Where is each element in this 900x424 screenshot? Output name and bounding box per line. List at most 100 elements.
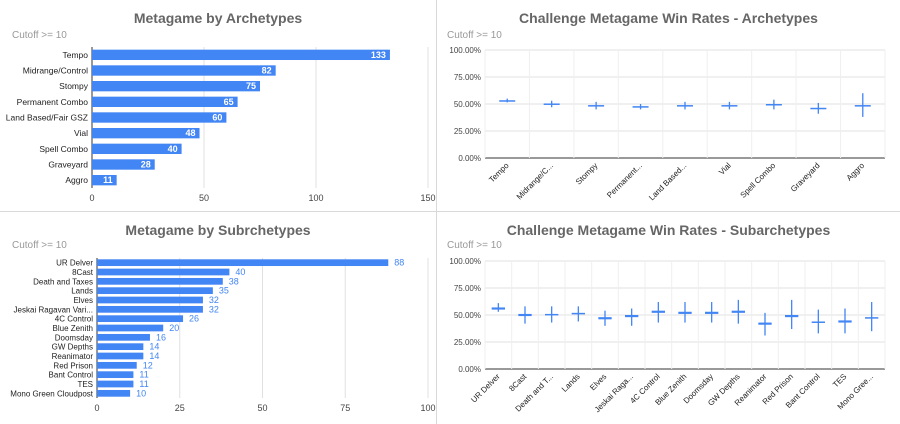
- data-label: 10: [136, 388, 146, 398]
- category-label: Vial: [717, 161, 733, 177]
- archetype-count-bar-chart: 0 50 100 150 Tempo 133 Midrange/Control 82 Stomp…: [6, 47, 436, 203]
- candle-box: [571, 312, 585, 315]
- data-label: 28: [141, 160, 151, 170]
- y-tick-label: 25.00%: [454, 338, 481, 347]
- category-label: Land Based...: [647, 161, 688, 202]
- data-label: 75: [246, 81, 256, 91]
- category-label: Permanent Combo: [17, 97, 89, 107]
- candle-box: [499, 100, 516, 102]
- bar: [97, 259, 389, 267]
- data-label: 88: [394, 258, 404, 268]
- data-label: 16: [156, 332, 166, 342]
- data-label: 11: [139, 379, 148, 389]
- category-label: Stompy: [574, 161, 600, 187]
- category-label: Blue Zenith: [53, 324, 93, 333]
- archetype-winrate-chart-panel: Challenge Metagame Win Rates - Archetype…: [437, 0, 900, 211]
- vertical-divider: [436, 0, 437, 424]
- archetype-winrate-candlestick-chart: 0.00% 25.00% 50.00% 75.00% 100.00% Tempo Midra…: [449, 46, 886, 202]
- bar: [97, 296, 203, 304]
- category-label: 8Cast: [507, 372, 529, 394]
- category-label: Land Based/Fair GSZ: [6, 113, 88, 123]
- y-tick-label: 50.00%: [454, 100, 481, 109]
- candle-box: [765, 104, 782, 106]
- data-label: 82: [262, 66, 272, 76]
- subarchetype-count-chart-panel: Metagame by Subrchetypes Cutoff >= 10 0 2…: [0, 212, 436, 424]
- category-label: Permanent...: [605, 161, 644, 200]
- chart-subtitle: Cutoff >= 10: [12, 240, 67, 251]
- chart-title: Metagame by Subrchetypes: [125, 222, 311, 238]
- data-label: 11: [103, 175, 113, 185]
- category-label: Tempo: [487, 161, 511, 185]
- category-label: Aggro: [845, 161, 867, 183]
- candle-box: [651, 310, 665, 313]
- y-tick-label: 0.00%: [458, 365, 481, 374]
- candle-box: [677, 105, 693, 107]
- subarchetype-winrate-chart-panel: Challenge Metagame Win Rates - Subarchet…: [437, 212, 900, 424]
- chart-title: Challenge Metagame Win Rates - Archetype…: [519, 10, 818, 26]
- category-label: Mono Green Cloudpost: [10, 389, 93, 398]
- bar: [92, 174, 117, 186]
- category-label: UR Delver: [56, 259, 93, 268]
- data-label: 65: [224, 97, 234, 107]
- chart-subtitle: Cutoff >= 10: [447, 240, 502, 251]
- bar: [97, 268, 230, 276]
- category-label: TES: [831, 372, 848, 389]
- category-label: 8Cast: [72, 268, 94, 277]
- candle-box: [632, 106, 649, 108]
- data-label: 60: [212, 113, 222, 123]
- category-label: Red Prison: [53, 361, 93, 370]
- data-label: 40: [235, 267, 245, 277]
- chart-title: Metagame by Archetypes: [133, 10, 303, 26]
- x-tick-label: 50: [199, 193, 209, 203]
- category-label: Death and Taxes: [33, 277, 93, 286]
- chart-subtitle: Cutoff >= 10: [447, 30, 502, 41]
- data-label: 40: [168, 144, 178, 154]
- category-label: Aggro: [65, 175, 88, 185]
- bar: [92, 80, 260, 92]
- y-tick-label: 0.00%: [458, 154, 481, 163]
- data-label: 26: [189, 314, 199, 324]
- y-tick-label: 50.00%: [454, 311, 481, 320]
- candle-box: [731, 310, 745, 313]
- category-label: Tempo: [62, 50, 88, 60]
- candle-box: [810, 107, 827, 110]
- candle-box: [785, 315, 799, 318]
- data-label: 14: [149, 342, 159, 352]
- data-label: 14: [149, 351, 159, 361]
- bar: [97, 315, 184, 323]
- category-label: Jeskai Ragavan Vari...: [14, 305, 93, 314]
- archetype-count-chart-panel: Metagame by Archetypes Cutoff >= 10 0 50 1…: [0, 0, 436, 211]
- data-label: 35: [219, 286, 229, 296]
- category-label: Graveyard: [789, 161, 822, 194]
- bar: [97, 324, 164, 332]
- category-label: 4C Control: [55, 315, 93, 324]
- candle-box: [758, 322, 772, 325]
- category-label: Elves: [588, 372, 608, 392]
- data-label: 38: [229, 276, 239, 286]
- x-tick-label: 0: [89, 193, 94, 203]
- candle-box: [588, 105, 605, 107]
- category-label: Doomsday: [55, 333, 93, 342]
- candle-box: [838, 320, 852, 323]
- y-tick-label: 100.00%: [449, 257, 481, 266]
- x-tick-label: 0: [94, 403, 99, 413]
- candle-box: [543, 103, 560, 105]
- bar: [92, 143, 182, 155]
- candle-box: [865, 317, 879, 319]
- bar: [97, 305, 203, 313]
- category-label: Stompy: [59, 81, 89, 91]
- y-tick-label: 25.00%: [454, 127, 481, 136]
- y-tick-label: 100.00%: [449, 46, 481, 55]
- bar: [92, 65, 276, 76]
- candle-box: [854, 105, 871, 107]
- x-tick-label: 100: [420, 403, 435, 413]
- candle-box: [811, 321, 825, 323]
- candle-box: [491, 307, 505, 310]
- data-label: 133: [371, 50, 386, 60]
- category-label: Vial: [74, 128, 88, 138]
- bar: [92, 112, 227, 123]
- category-label: Lands: [560, 372, 582, 394]
- bar: [97, 389, 131, 397]
- y-tick-label: 75.00%: [454, 73, 481, 82]
- data-label: 48: [186, 128, 196, 138]
